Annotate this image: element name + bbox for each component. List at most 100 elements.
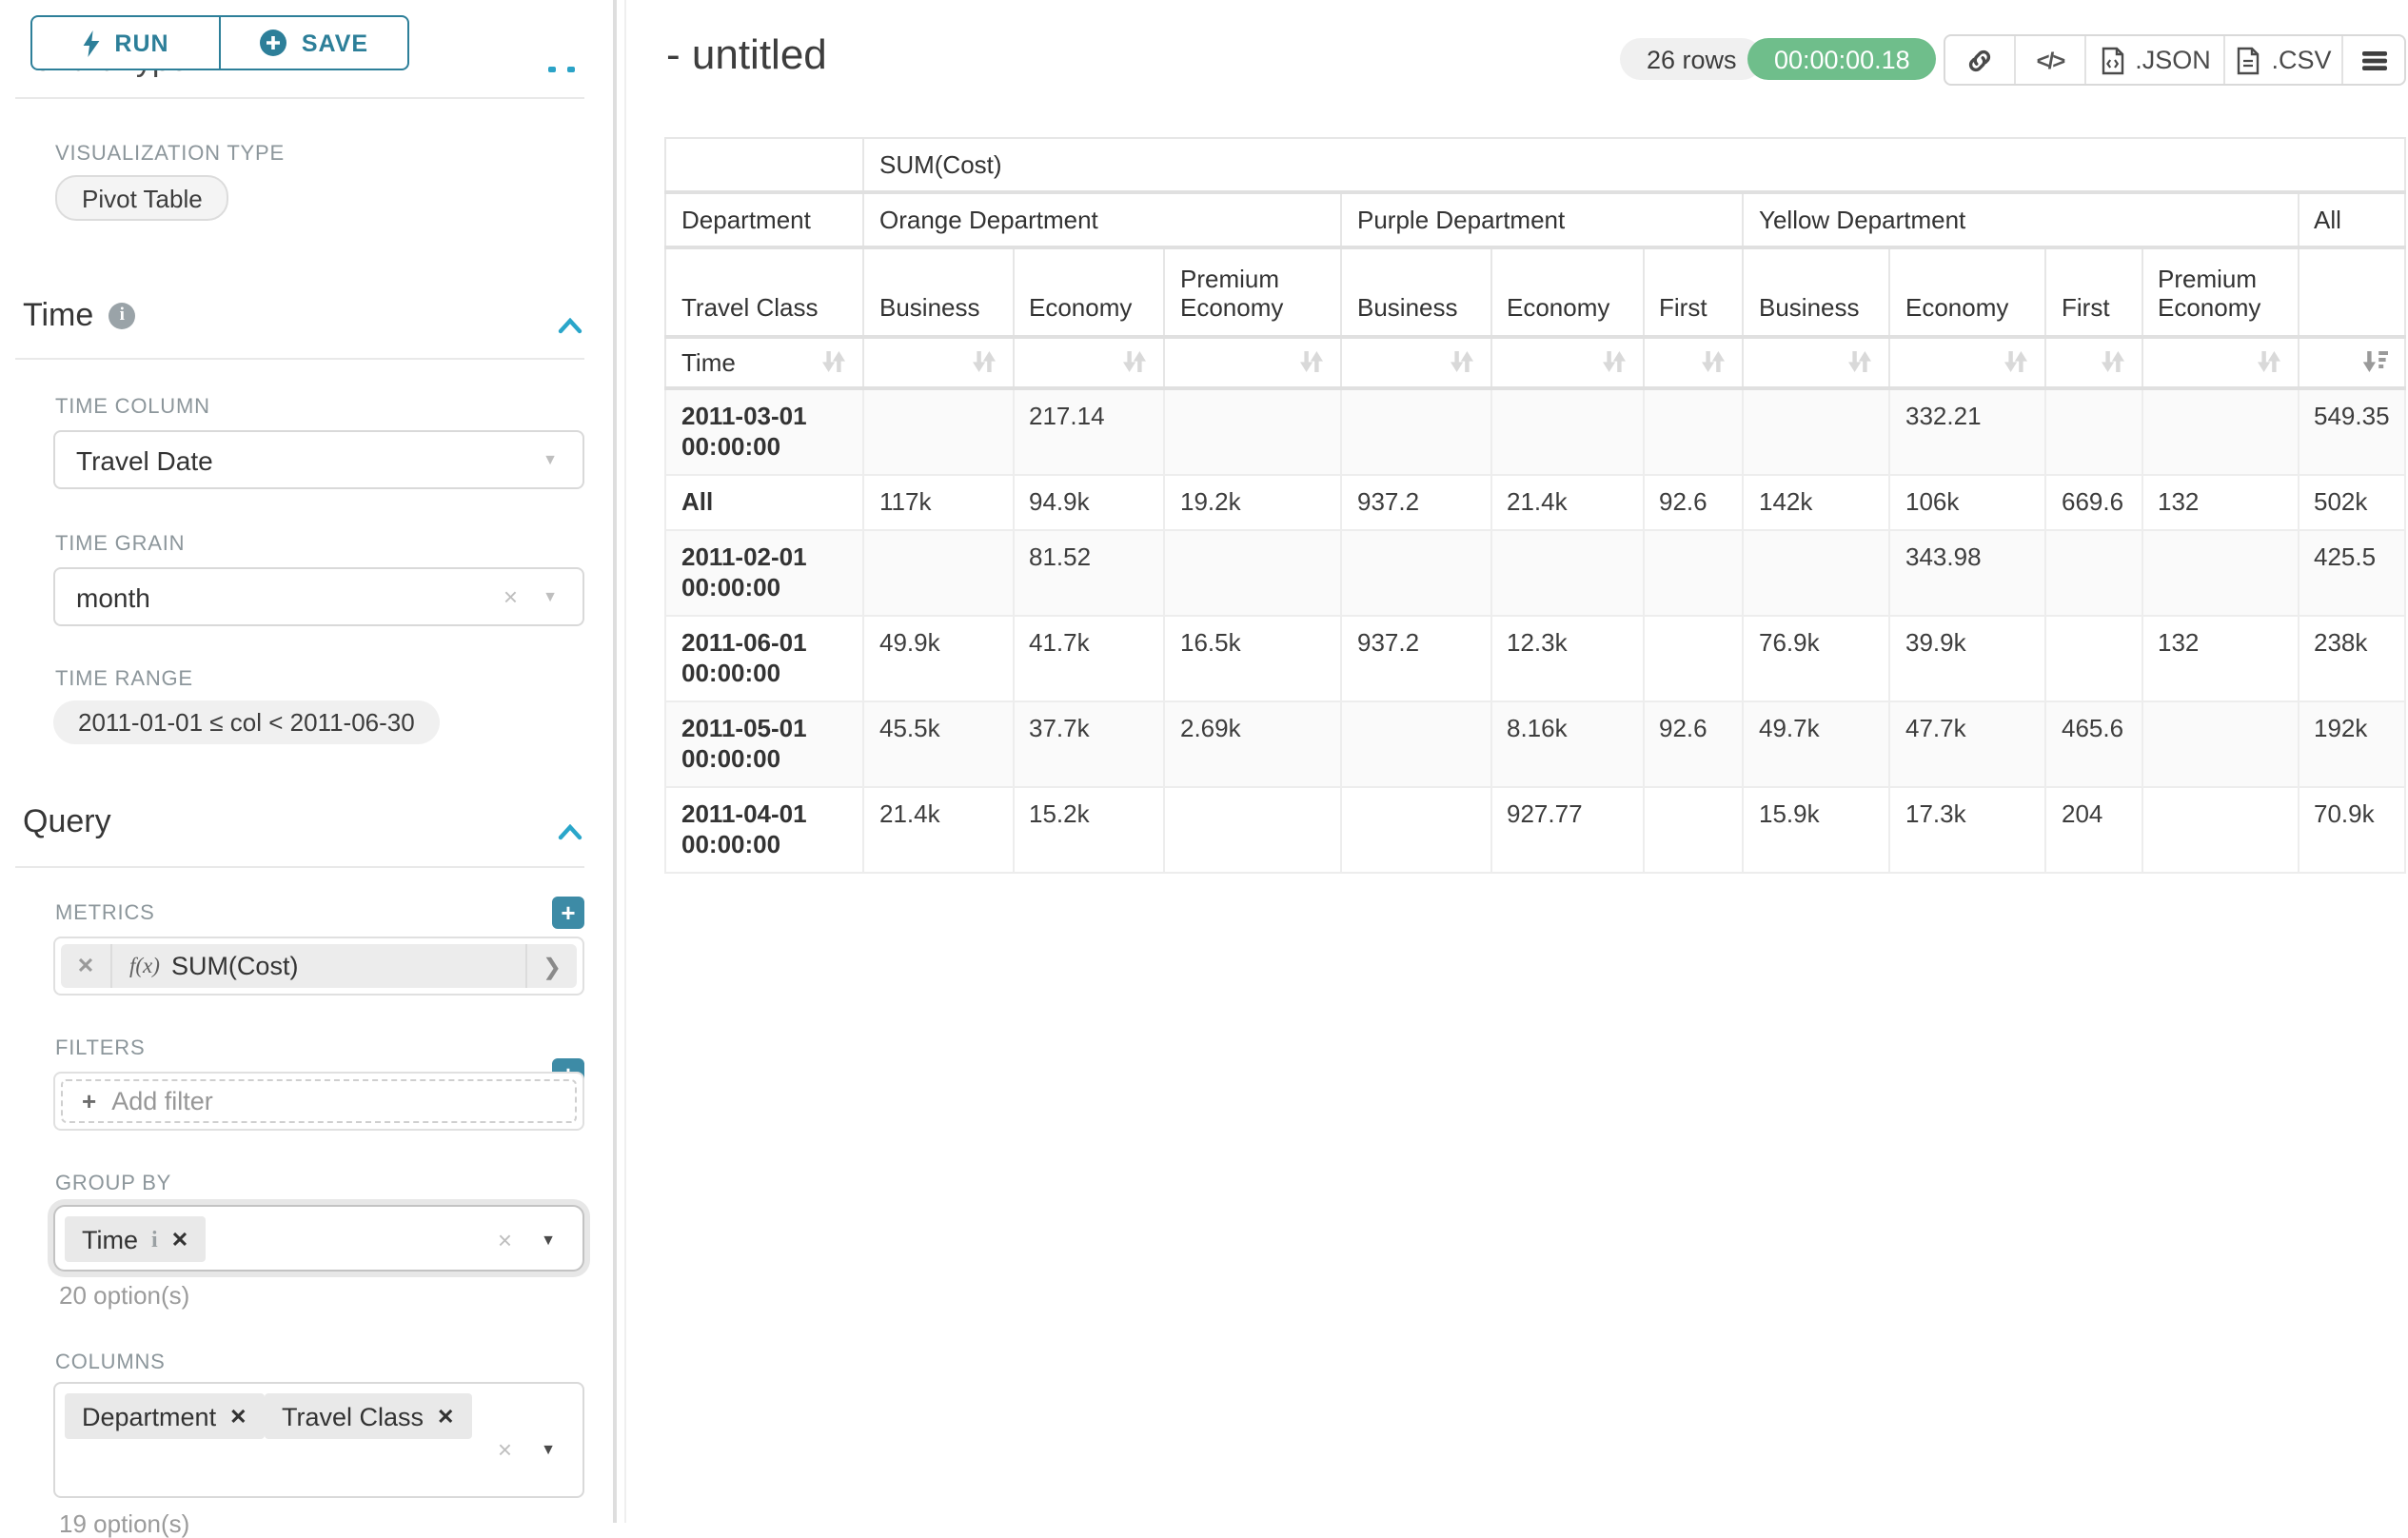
sort-icon[interactable] <box>1700 348 1727 375</box>
time-range-pill[interactable]: 2011-01-01 ≤ col < 2011-06-30 <box>53 700 440 744</box>
pivot-row: 2011-02-01 00:00:0081.52343.98425.5 <box>665 529 2406 615</box>
viz-type-pill[interactable]: Pivot Table <box>55 175 229 221</box>
export-csv-button[interactable]: .CSV <box>2223 36 2341 84</box>
clear-icon[interactable]: × <box>498 1435 512 1464</box>
chevron-right-icon[interactable]: ❯ <box>525 944 577 988</box>
pivot-column-header: Business <box>863 246 1013 336</box>
viz-type-label: VISUALIZATION TYPE <box>55 143 285 166</box>
query-section-header: Query <box>23 803 111 841</box>
pivot-cell: 425.5 <box>2298 529 2406 615</box>
pivot-cell: 204 <box>2045 786 2142 872</box>
remove-tag-icon[interactable]: ✕ <box>229 1404 247 1429</box>
pivot-cell <box>1643 786 1743 872</box>
pivot-row: All117k94.9k19.2k937.221.4k92.6142k106k6… <box>665 474 2406 529</box>
sort-descending-active-icon[interactable] <box>2363 348 2390 375</box>
pivot-sort-header[interactable] <box>1643 336 1743 387</box>
sort-icon[interactable] <box>1298 348 1325 375</box>
panel-resize-handle[interactable] <box>548 67 575 71</box>
pivot-cell: 19.2k <box>1164 474 1341 529</box>
remove-tag-icon[interactable]: ✕ <box>171 1227 188 1252</box>
pivot-cell: 47.7k <box>1889 700 2045 786</box>
query-timer-badge: 00:00:00.18 <box>1747 38 1937 80</box>
pivot-column-group-header: Yellow Department <box>1743 191 2298 246</box>
metric-pill[interactable]: ✕ f(x) SUM(Cost) ❯ <box>61 944 577 988</box>
clear-icon[interactable]: × <box>503 582 518 611</box>
filters-label: FILTERS <box>55 1037 145 1060</box>
pivot-sort-header[interactable] <box>863 336 1013 387</box>
sort-icon[interactable] <box>2255 348 2281 375</box>
remove-tag-icon[interactable]: ✕ <box>437 1404 454 1429</box>
pivot-cell <box>1341 529 1490 615</box>
columns-select[interactable]: Department ✕ Travel Class ✕ × ▼ <box>53 1382 584 1498</box>
pivot-cell: 502k <box>2298 474 2406 529</box>
section-divider <box>15 358 584 360</box>
sort-icon[interactable] <box>1121 348 1148 375</box>
pivot-sort-header[interactable] <box>2298 336 2406 387</box>
pivot-sort-header[interactable] <box>1743 336 1889 387</box>
pivot-row-dimension-header: Department <box>665 191 863 246</box>
pivot-sort-header[interactable] <box>1013 336 1164 387</box>
pivot-sort-header[interactable] <box>2142 336 2298 387</box>
pivot-row: 2011-06-01 00:00:0049.9k41.7k16.5k937.21… <box>665 615 2406 700</box>
info-icon: i <box>151 1225 158 1253</box>
columns-tag[interactable]: Travel Class ✕ <box>265 1393 471 1439</box>
pivot-cell: 937.2 <box>1341 474 1490 529</box>
pivot-sort-header[interactable] <box>2045 336 2142 387</box>
pivot-cell <box>1341 786 1490 872</box>
export-json-button[interactable]: .JSON <box>2084 36 2223 84</box>
pivot-cell: 81.52 <box>1013 529 1164 615</box>
pivot-cell <box>1164 387 1341 474</box>
pivot-row: 2011-03-01 00:00:00217.14332.21549.35 <box>665 387 2406 474</box>
sort-icon[interactable] <box>2003 348 2029 375</box>
pivot-column-header: Business <box>1341 246 1490 336</box>
sort-icon[interactable] <box>1448 348 1474 375</box>
copy-link-button[interactable] <box>1945 36 2014 84</box>
add-filter-dropzone[interactable]: + Add filter <box>61 1079 577 1123</box>
caret-down-icon[interactable]: ▼ <box>541 1232 556 1249</box>
file-text-icon <box>2235 45 2261 75</box>
sort-icon[interactable] <box>820 348 847 375</box>
pivot-sort-header[interactable] <box>1341 336 1490 387</box>
time-grain-label: TIME GRAIN <box>55 533 185 556</box>
pivot-column-group-header: All <box>2298 191 2406 246</box>
pivot-row-label: 2011-05-01 00:00:00 <box>665 700 863 786</box>
pivot-cell: 92.6 <box>1643 474 1743 529</box>
sort-icon[interactable] <box>1846 348 1873 375</box>
time-column-value: Travel Date <box>55 444 213 475</box>
pivot-sort-header[interactable] <box>1490 336 1643 387</box>
caret-down-icon[interactable]: ▼ <box>541 1441 556 1458</box>
export-json-label: .JSON <box>2135 46 2211 74</box>
more-options-button[interactable] <box>2341 36 2404 84</box>
time-column-select[interactable]: Travel Date ▼ <box>53 430 584 489</box>
group-by-select[interactable]: Time i ✕ × ▼ <box>53 1205 584 1272</box>
pivot-cell: 41.7k <box>1013 615 1164 700</box>
pivot-cell: 39.9k <box>1889 615 2045 700</box>
pivot-sort-header[interactable] <box>1164 336 1341 387</box>
row-count-badge: 26 rows <box>1620 38 1764 80</box>
run-button[interactable]: RUN <box>32 17 221 69</box>
save-button[interactable]: SAVE <box>221 17 407 69</box>
remove-metric-icon[interactable]: ✕ <box>61 944 112 988</box>
sort-icon[interactable] <box>2099 348 2125 375</box>
filters-field[interactable]: + Add filter <box>53 1072 584 1131</box>
columns-tag[interactable]: Department ✕ <box>65 1393 265 1439</box>
collapse-time-section-button[interactable] <box>558 310 582 345</box>
plus-icon: + <box>82 1087 96 1115</box>
time-grain-select[interactable]: month × ▼ <box>53 567 584 626</box>
add-metric-button[interactable]: + <box>552 897 584 929</box>
pivot-sort-header[interactable] <box>1889 336 2045 387</box>
pivot-cell <box>2142 529 2298 615</box>
add-filter-placeholder: Add filter <box>111 1087 213 1115</box>
pivot-cell <box>1743 529 1889 615</box>
clear-icon[interactable]: × <box>498 1226 512 1254</box>
pivot-time-axis-header[interactable]: Time <box>665 336 863 387</box>
pivot-cell <box>2045 529 2142 615</box>
sort-icon[interactable] <box>970 348 997 375</box>
save-button-label: SAVE <box>302 30 368 56</box>
sort-icon[interactable] <box>1600 348 1627 375</box>
group-by-tag[interactable]: Time i ✕ <box>65 1216 206 1262</box>
pivot-cell: 217.14 <box>1013 387 1164 474</box>
pivot-column-header: First <box>2045 246 2142 336</box>
view-query-button[interactable]: </> <box>2014 36 2084 84</box>
collapse-query-section-button[interactable] <box>558 817 582 851</box>
